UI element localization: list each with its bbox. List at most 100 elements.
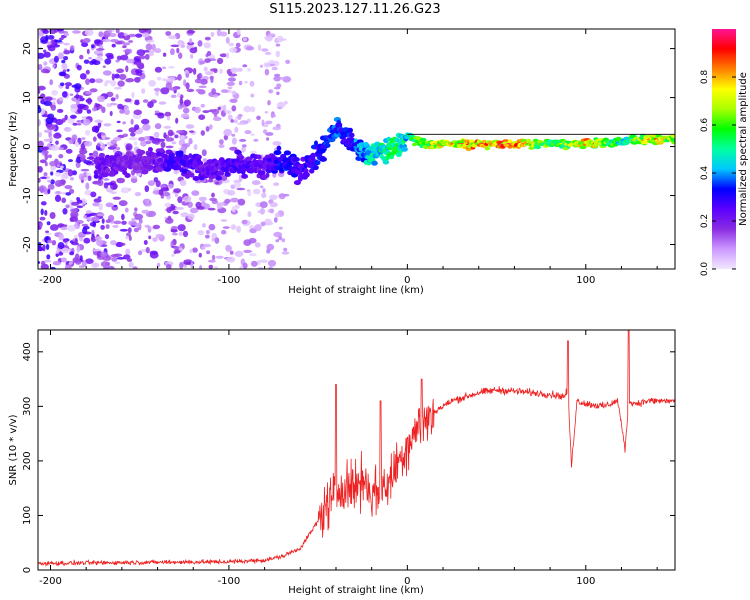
ridge-mark (319, 156, 327, 162)
noise-speck (119, 109, 125, 114)
noise-speck (115, 93, 119, 100)
noise-speck (265, 132, 274, 136)
noise-speck (152, 224, 161, 230)
noise-speck (67, 225, 76, 232)
noise-speck (42, 244, 46, 252)
noise-speck (187, 201, 193, 208)
noise-speck (206, 51, 212, 56)
noise-speck (69, 93, 74, 96)
noise-speck (38, 119, 41, 127)
noise-speck (170, 48, 175, 56)
ridge-mark (670, 134, 675, 138)
noise-speck (212, 93, 219, 98)
ridge-mark (314, 140, 318, 146)
noise-speck (134, 76, 141, 83)
noise-speck (195, 88, 203, 93)
noise-speck (42, 150, 49, 155)
noise-speck (211, 108, 220, 115)
noise-speck (83, 59, 90, 64)
noise-speck (155, 180, 161, 188)
noise-speck (44, 96, 53, 102)
noise-speck (113, 220, 122, 225)
noise-speck (43, 172, 48, 177)
noise-speck (43, 61, 48, 66)
noise-speck (54, 180, 63, 187)
noise-speck (65, 204, 70, 209)
noise-speck (51, 101, 56, 105)
noise-speck (190, 54, 194, 59)
noise-speck (110, 191, 117, 194)
noise-speck (201, 149, 207, 157)
noise-speck (171, 226, 179, 230)
noise-speck (219, 139, 224, 145)
noise-speck (164, 217, 174, 224)
noise-speck (50, 266, 56, 269)
noise-speck (219, 68, 223, 74)
noise-speck (38, 246, 43, 251)
noise-speck (69, 216, 79, 222)
ridge-core (560, 143, 563, 146)
noise-speck (229, 250, 234, 255)
noise-speck (116, 55, 122, 61)
noise-speck (112, 224, 119, 228)
noise-speck (38, 131, 43, 138)
noise-speck (121, 213, 125, 221)
noise-speck (96, 213, 105, 217)
noise-speck (268, 266, 273, 269)
noise-speck (283, 247, 288, 252)
noise-speck (133, 109, 142, 116)
noise-speck (119, 228, 129, 232)
noise-speck (264, 111, 269, 114)
noise-speck (197, 40, 203, 47)
noise-speck (276, 83, 282, 88)
noise-speck (170, 228, 178, 233)
noise-speck (154, 123, 162, 130)
noise-speck (92, 216, 100, 222)
noise-speck (212, 116, 222, 122)
noise-speck (38, 177, 41, 183)
noise-speck (46, 254, 51, 260)
noise-speck (231, 205, 236, 213)
noise-speck (165, 137, 175, 142)
noise-speck (231, 133, 236, 137)
noise-speck (266, 243, 275, 251)
noise-speck (163, 125, 172, 129)
noise-speck (174, 192, 179, 198)
noise-speck (243, 249, 253, 253)
noise-speck (60, 165, 64, 169)
noise-speck (100, 261, 110, 268)
noise-speck (228, 42, 235, 47)
ridge-mark (579, 145, 587, 150)
noise-speck (145, 246, 150, 254)
noise-speck (102, 70, 112, 76)
noise-speck (91, 262, 100, 269)
noise-speck (39, 159, 47, 164)
noise-speck (40, 208, 44, 216)
noise-speck (214, 237, 220, 244)
noise-speck (71, 134, 78, 141)
noise-speck (143, 136, 151, 141)
noise-speck (49, 79, 53, 86)
colorbar-tick-label: 0.4 (700, 166, 710, 181)
noise-speck (267, 33, 276, 37)
noise-speck (112, 149, 117, 153)
noise-speck (59, 224, 68, 228)
y-tick-label: 20 (22, 42, 33, 55)
noise-speck (130, 175, 138, 179)
noise-speck (127, 227, 132, 234)
noise-speck (158, 101, 167, 105)
noise-speck (250, 260, 258, 267)
noise-speck (153, 131, 160, 138)
noise-speck (267, 100, 271, 106)
noise-speck (241, 145, 246, 153)
noise-speck (209, 197, 218, 202)
noise-speck (266, 221, 274, 226)
ridge-mark (276, 145, 282, 151)
noise-speck (38, 140, 44, 148)
noise-speck (196, 206, 205, 210)
noise-speck (234, 126, 239, 133)
noise-speck (45, 243, 50, 250)
noise-speck (81, 223, 89, 227)
noise-speck (277, 35, 284, 43)
noise-speck (121, 220, 127, 225)
